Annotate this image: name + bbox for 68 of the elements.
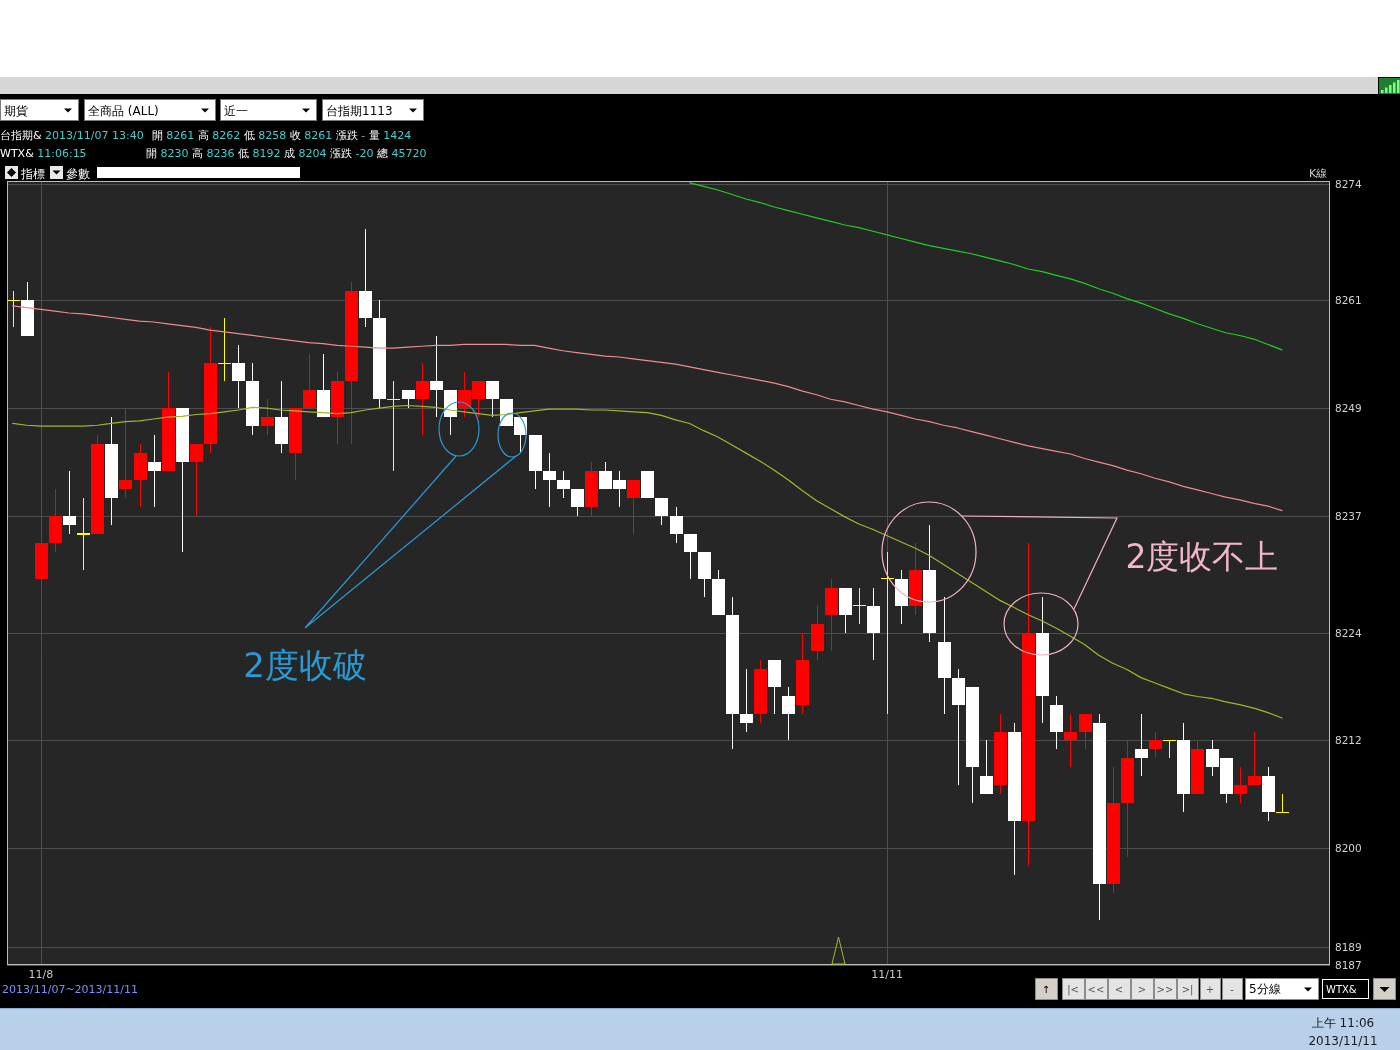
candlestick <box>261 398 274 436</box>
candlestick <box>1079 713 1092 750</box>
text: 開 8261 高 8262 低 8258 收 8261 漲跌 - 量 1424 <box>151 129 412 142</box>
control-button: >> <box>1154 978 1177 1000</box>
y-tick-label: 8189 <box>1335 941 1362 954</box>
control-dropdown: 台指期1113 <box>322 99 424 121</box>
text: 2013/11/07~2013/11/11 <box>2 983 139 996</box>
text: 參數 <box>66 167 90 181</box>
candlestick <box>740 668 753 733</box>
control-button: |< <box>1062 978 1085 1000</box>
control-button: >| <box>1177 978 1199 1000</box>
control-button: ↑ <box>1035 978 1058 1000</box>
y-tick-label: 8212 <box>1335 734 1362 747</box>
candlestick <box>627 479 640 535</box>
candlestick <box>190 443 203 517</box>
control-button: < <box>1108 978 1131 1000</box>
candlestick <box>416 362 429 436</box>
candlestick <box>486 380 499 418</box>
candlestick <box>1234 766 1247 804</box>
y-tick-label: 8274 <box>1335 177 1363 190</box>
control-dropdown: 近一 <box>220 99 317 121</box>
line-series <box>689 182 1283 351</box>
candlestick <box>119 407 132 499</box>
candlestick <box>782 686 795 741</box>
y-tick-label: 8237 <box>1335 509 1362 522</box>
candlestick <box>543 452 556 508</box>
candlestick <box>655 497 668 526</box>
candlestick <box>303 353 316 409</box>
control-dropdown: 全商品 (ALL) <box>84 99 216 121</box>
y-tick-label: 8224 <box>1335 626 1363 639</box>
text: WTX& 11:06:15 <box>0 147 87 160</box>
candlestick <box>1064 713 1077 768</box>
x-tick-label: 11/8 <box>28 968 54 981</box>
control-input: WTX& <box>1322 979 1369 999</box>
candlestick <box>232 344 245 409</box>
control-button: > <box>1131 978 1154 1000</box>
candlestick <box>980 739 993 795</box>
control-button: << <box>1085 978 1108 1000</box>
candlestick <box>557 470 570 499</box>
candlestick <box>1149 731 1162 759</box>
line-series <box>12 404 1283 719</box>
control-button: - <box>1222 978 1243 1000</box>
candlestick <box>684 533 697 580</box>
candlestick <box>76 497 91 571</box>
annotation: 2度收破 <box>243 645 367 685</box>
text: 開 8230 高 8236 低 8192 成 8204 漲跌 -20 總 45720 <box>146 147 427 160</box>
candlestick <box>148 434 161 508</box>
text: K線 <box>1308 167 1328 180</box>
candlestick <box>1135 713 1148 777</box>
candlestick <box>1248 731 1261 786</box>
text: 上午 11:06 <box>1311 1016 1375 1030</box>
annotation: 2度收不上 <box>1125 537 1279 576</box>
candlestick <box>670 506 683 544</box>
text: 2013/11/11 <box>1308 1034 1378 1048</box>
y-tick-label: 8187 <box>1335 959 1362 971</box>
candlestick <box>63 470 76 535</box>
candlestick <box>430 335 443 418</box>
y-tick-label: 8200 <box>1335 842 1362 855</box>
line-series <box>12 305 1283 512</box>
text: 台指期& 2013/11/07 13:40 <box>0 129 144 142</box>
control-dropdown: 5分線 <box>1245 978 1319 1000</box>
y-tick-label: 8261 <box>1335 294 1362 307</box>
control-button: + <box>1200 978 1221 1000</box>
text: 指標 <box>20 167 45 181</box>
y-tick-label: 8249 <box>1335 402 1362 415</box>
candlestick <box>571 488 584 517</box>
x-tick-label: 11/11 <box>871 968 903 981</box>
control-dropdown: 期貨 <box>0 99 79 121</box>
